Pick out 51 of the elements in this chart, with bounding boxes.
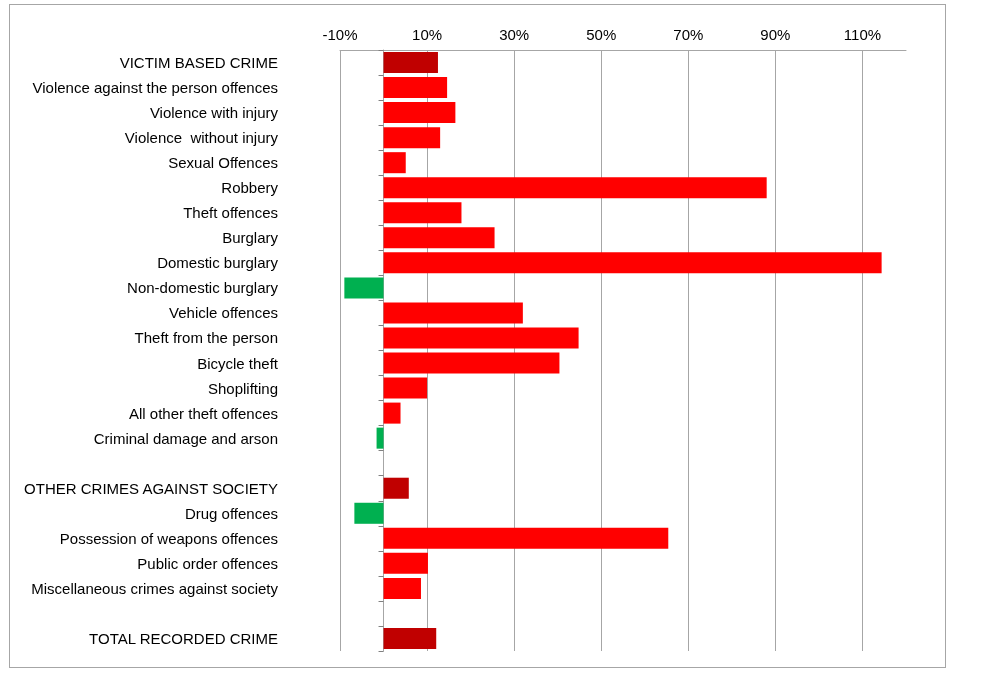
y-tick-label: Burglary [222, 229, 279, 247]
bar [383, 227, 495, 249]
bar [383, 402, 401, 424]
bar [383, 252, 882, 274]
y-tick-label: Criminal damage and arson [93, 429, 278, 447]
bar [383, 52, 438, 74]
y-tick-label: Non-domestic burglary [127, 279, 279, 297]
y-tick-label: Violence with injury [149, 104, 279, 122]
y-tick-label: Shoplifting [207, 379, 278, 397]
bar [383, 377, 428, 399]
y-tick-label: All other theft offences [129, 404, 278, 422]
x-tick-label: 30% [499, 26, 530, 43]
x-tick-label: -10% [322, 26, 358, 43]
y-tick-label: Vehicle offences [169, 304, 278, 322]
bar [383, 552, 428, 574]
y-tick-label: Domestic burglary [157, 254, 279, 272]
bar [354, 502, 384, 524]
x-tick-label: 50% [586, 26, 617, 43]
bar [383, 527, 669, 549]
bar [383, 327, 579, 349]
bar [376, 427, 384, 449]
x-tick-label: 90% [760, 26, 791, 43]
x-tick-label: 10% [412, 26, 443, 43]
bar [344, 277, 384, 299]
y-tick-label: Violence against the person offences [32, 79, 278, 97]
bar [383, 177, 767, 199]
y-tick-label: Miscellaneous crimes against society [31, 579, 279, 597]
y-tick-label: Drug offences [184, 504, 278, 522]
y-tick-label: Sexual Offences [168, 154, 278, 172]
bar [383, 302, 523, 324]
bar [383, 152, 406, 174]
y-tick-label: VICTIM BASED CRIME [119, 54, 278, 72]
bar [383, 352, 560, 374]
y-tick-label: Violence without injury [124, 129, 279, 147]
bar [383, 627, 437, 649]
y-tick-label: Bicycle theft [197, 354, 279, 372]
y-tick-label: Public order offences [137, 554, 278, 572]
y-tick-label: OTHER CRIMES AGAINST SOCIETY [24, 479, 278, 497]
x-tick-label: 70% [673, 26, 704, 43]
y-tick-label: Robbery [221, 179, 279, 197]
bar [383, 77, 448, 99]
x-tick-label: 110% [843, 26, 882, 43]
bar [383, 102, 456, 124]
bar [383, 127, 441, 149]
y-tick-label: Theft offences [183, 204, 278, 222]
y-tick-label: TOTAL RECORDED CRIME [89, 629, 278, 647]
y-tick-label: Possession of weapons offences [59, 529, 278, 547]
bar [383, 202, 462, 224]
y-tick-label: Theft from the person [134, 329, 278, 347]
bar [383, 477, 409, 499]
bar [383, 577, 421, 599]
